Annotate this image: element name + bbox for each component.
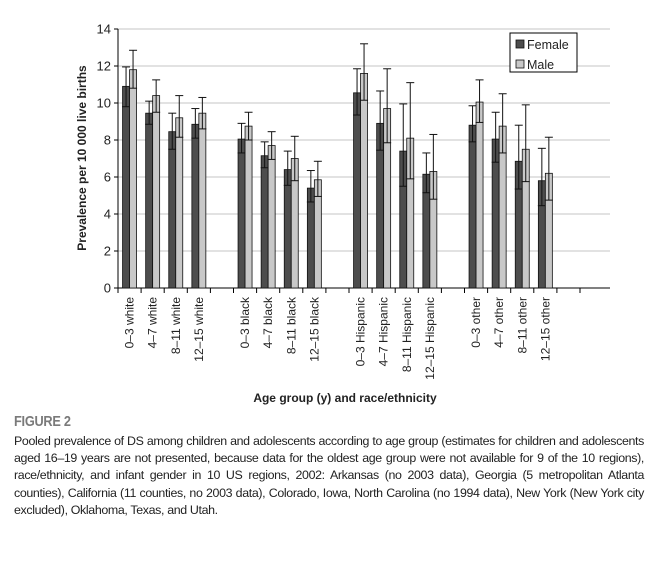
x-axis-title: Age group (y) and race/ethnicity bbox=[253, 391, 437, 405]
x-tick-label: 0–3 white bbox=[123, 297, 137, 349]
y-tick-label: 0 bbox=[104, 281, 111, 296]
bar-female bbox=[191, 123, 200, 289]
x-tick-label: 8–11 other bbox=[515, 297, 529, 354]
bar-female bbox=[353, 92, 361, 289]
legend-swatch-male bbox=[515, 59, 525, 69]
x-tick-label: 8–11 Hispanic bbox=[400, 297, 414, 372]
legend-swatch-female bbox=[515, 39, 525, 49]
x-tick-label: 0–3 other bbox=[469, 297, 483, 348]
y-tick-label: 14 bbox=[97, 22, 111, 37]
y-tick-label: 2 bbox=[104, 244, 111, 259]
x-tick-label: 4–7 Hispanic bbox=[377, 297, 391, 366]
y-tick-label: 8 bbox=[104, 133, 111, 148]
y-tick-label: 10 bbox=[97, 96, 111, 111]
bar-female bbox=[306, 187, 315, 289]
bar-chart: 0 2 4 6 8 10 12 14 0–3 white 4–7 white 8–11 white 1… bbox=[75, 22, 610, 405]
y-tick-label: 6 bbox=[104, 170, 111, 185]
x-tick-label: 0–3 Hispanic bbox=[354, 297, 368, 366]
y-axis-title: Prevalence per 10 000 live births bbox=[75, 65, 89, 251]
bar-female bbox=[283, 169, 292, 289]
bar-male bbox=[129, 69, 137, 289]
figure-caption: Pooled prevalence of DS among children a… bbox=[14, 434, 644, 517]
x-tick-label: 12–15 white bbox=[192, 297, 206, 362]
x-tick-label: 4–7 white bbox=[146, 297, 160, 349]
bar-female bbox=[168, 131, 177, 289]
legend-label-male: Male bbox=[527, 58, 554, 72]
bar-male bbox=[244, 125, 253, 289]
bar-male bbox=[360, 73, 368, 289]
x-tick-label: 4–7 other bbox=[492, 297, 506, 348]
bar-female bbox=[468, 124, 477, 289]
y-tick-label: 12 bbox=[97, 59, 111, 74]
x-tick-label: 12–15 other bbox=[538, 297, 552, 361]
bar-male bbox=[175, 117, 184, 289]
bar-female bbox=[237, 138, 246, 289]
x-tick-label: 8–11 white bbox=[169, 297, 183, 354]
y-tick-label: 4 bbox=[104, 207, 111, 222]
x-tick-label: 4–7 black bbox=[261, 296, 275, 348]
bar-female bbox=[122, 85, 130, 289]
x-tick-label: 8–11 black bbox=[284, 296, 298, 354]
bar-male bbox=[152, 95, 161, 289]
figure-label: FIGURE 2 bbox=[14, 413, 71, 430]
x-tick-label: 0–3 black bbox=[238, 296, 252, 348]
bar-male bbox=[267, 145, 276, 289]
x-tick-label: 12–15 black bbox=[307, 296, 321, 362]
bar-female bbox=[260, 155, 269, 289]
x-tick-label: 12–15 Hispanic bbox=[423, 297, 437, 380]
bar-male bbox=[198, 112, 207, 289]
bar-male bbox=[475, 101, 484, 289]
bar-female bbox=[145, 112, 154, 289]
legend-label-female: Female bbox=[527, 38, 569, 52]
